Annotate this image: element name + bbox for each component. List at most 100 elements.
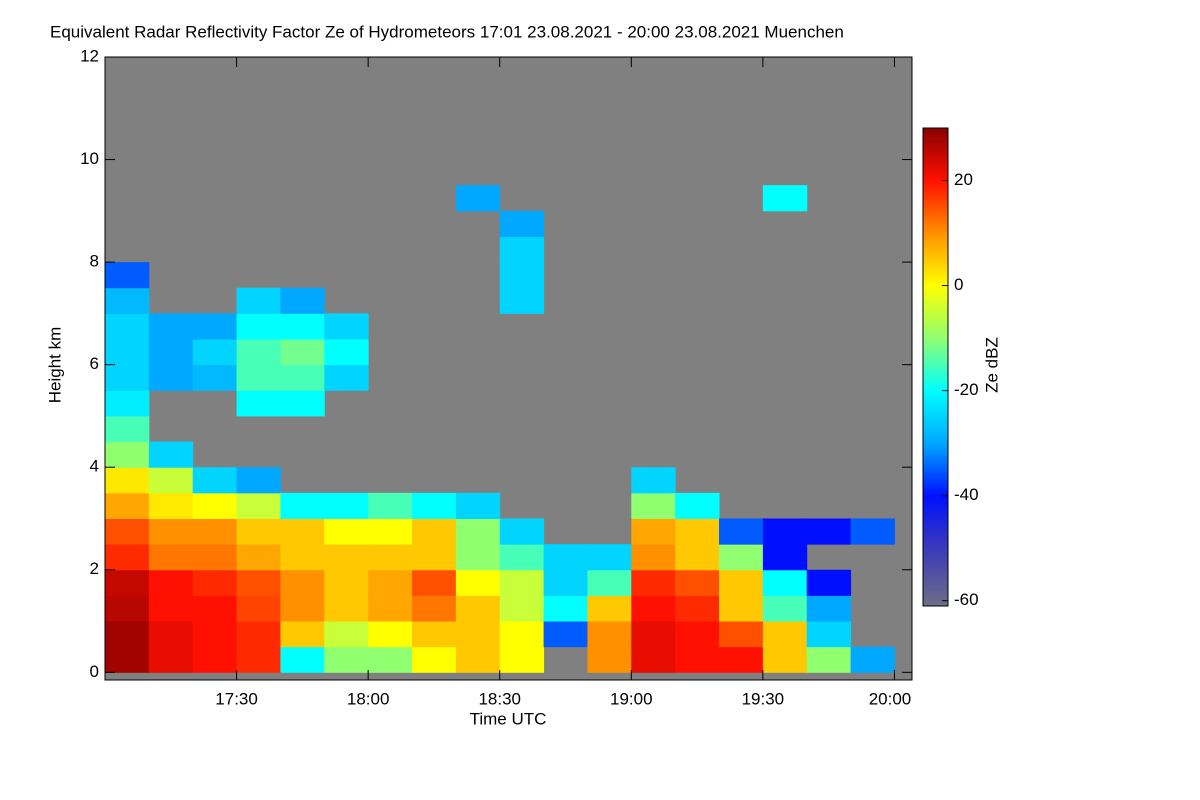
heatmap-cell [105,595,150,622]
heatmap-cell [412,595,457,622]
heatmap-cell [148,544,194,571]
heatmap-cell [455,518,501,545]
heatmap-cell [236,339,281,366]
heatmap-cell [675,646,720,673]
heatmap-cell [675,544,720,571]
heatmap-cell [105,313,150,340]
heatmap-cell [280,518,325,545]
heatmap-cell [148,492,194,519]
heatmap-cell [105,441,150,468]
heatmap-cell [280,646,325,673]
heatmap-cell [324,646,369,673]
heatmap-cell [806,646,852,673]
heatmap-cell [499,236,545,263]
colorbar [922,127,949,607]
heatmap-cell [368,518,413,545]
heatmap-cell [543,569,588,596]
heatmap-cell [719,595,764,622]
heatmap-cell [192,569,238,596]
heatmap-cell [543,544,588,571]
heatmap-cell [148,518,194,545]
heatmap-cell [631,518,676,545]
heatmap-cell [148,646,194,673]
colorbar-tick-label: -40 [954,485,979,504]
heatmap-cell [148,364,194,391]
heatmap-cell [105,621,150,648]
y-axis-title: Height km [45,327,64,404]
heatmap-cell [192,595,238,622]
heatmap-cell [280,339,325,366]
heatmap-cell [368,492,413,519]
colorbar-title: Ze dBZ [982,337,1001,393]
x-tick-label: 19:30 [742,689,785,708]
heatmap-cell [280,595,325,622]
heatmap-cell [280,621,325,648]
heatmap-cell [324,595,369,622]
heatmap-cell [192,646,238,673]
heatmap-cell [148,595,194,622]
heatmap-cell [192,467,238,494]
heatmap-cell [324,544,369,571]
heatmap-cell [543,621,588,648]
heatmap-cell [236,646,281,673]
heatmap-cell [105,390,150,417]
y-tick-label: 12 [80,46,99,65]
heatmap-cell [455,621,501,648]
heatmap-cell [192,544,238,571]
heatmap-cell [192,339,238,366]
heatmap-cell [236,621,281,648]
x-tick-label: 20:00 [869,689,912,708]
heatmap-cell [675,492,720,519]
plot-frame [104,56,913,681]
heatmap-cell [105,467,150,494]
heatmap-cell [719,518,764,545]
heatmap-cell [719,569,764,596]
x-tick-label: 17:30 [215,689,258,708]
heatmap-cell [280,313,325,340]
heatmap-cell [631,569,676,596]
heatmap-cell [280,390,325,417]
heatmap-cell [499,646,545,673]
heatmap-cell [631,492,676,519]
heatmap-cell [543,595,588,622]
heatmap-cell [631,467,676,494]
heatmap-cell [280,544,325,571]
heatmap-cell [148,339,194,366]
heatmap-cell [499,569,545,596]
heatmap-cell [324,621,369,648]
heatmap-cell [280,569,325,596]
heatmap-cell [280,364,325,391]
heatmap-cell [236,467,281,494]
heatmap-cell [806,595,852,622]
heatmap-cell [192,492,238,519]
heatmap-cell [324,313,369,340]
heatmap-cell [324,492,369,519]
y-tick-label: 4 [90,457,99,476]
heatmap-cell [412,492,457,519]
heatmap-cell [499,544,545,571]
heatmap-cell [587,621,632,648]
heatmap-cell [105,415,150,443]
heatmap-cell [324,569,369,596]
heatmap-cell [412,621,457,648]
heatmap-cell [455,185,501,212]
heatmap-cell [455,595,501,622]
heatmap-cell [499,595,545,622]
heatmap-cell [675,621,720,648]
heatmap-cell [499,262,545,289]
heatmap-cell [412,544,457,571]
heatmap-cell [236,364,281,391]
heatmap-cell [192,313,238,340]
heatmap-cell [455,492,501,519]
colorbar-tick-label: 0 [954,275,963,294]
y-tick-label: 0 [90,662,99,681]
heatmap-cell [455,646,501,673]
colorbar-tick-label: -60 [954,590,979,609]
heatmap-cell [499,287,545,314]
heatmap-cell [806,569,852,596]
heatmap-cell [455,569,501,596]
heatmap-cell [675,518,720,545]
heatmap-cell [324,339,369,366]
x-tick-label: 19:00 [610,689,653,708]
heatmap-cell [148,621,194,648]
